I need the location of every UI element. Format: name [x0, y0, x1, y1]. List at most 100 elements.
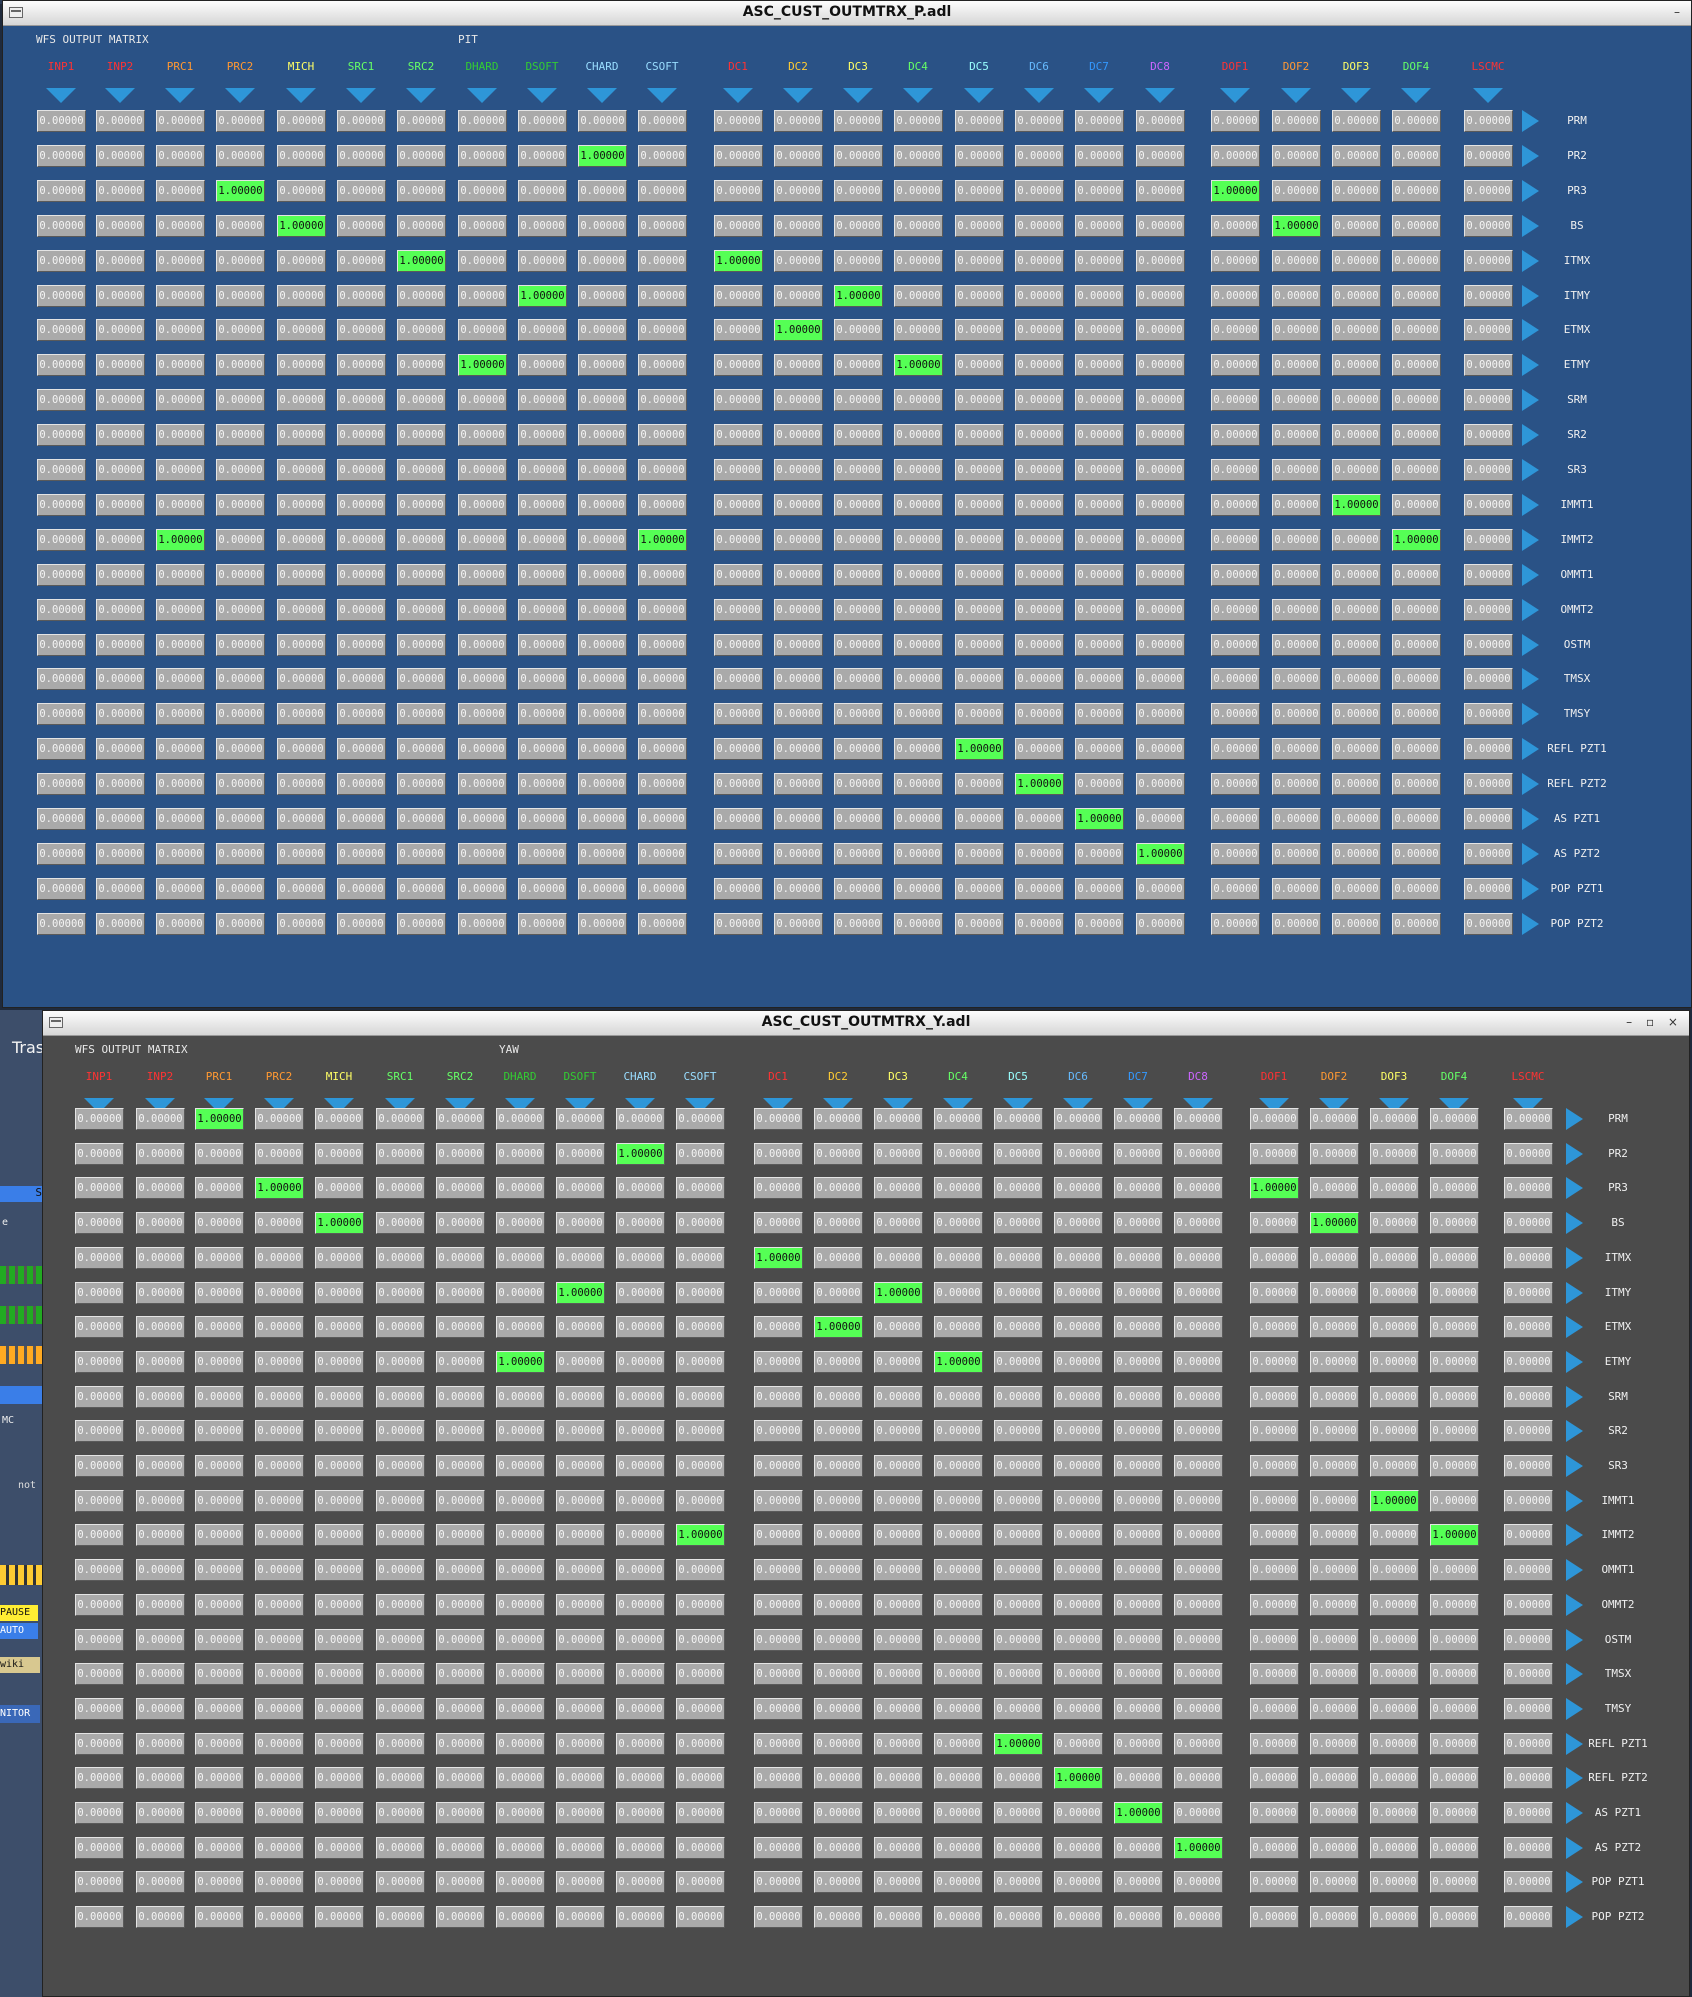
matrix-element-input[interactable]: 0.00000 [337, 773, 386, 796]
row-select-arrow-icon[interactable] [1522, 842, 1539, 865]
row-select-arrow-icon[interactable] [1522, 598, 1539, 621]
matrix-element-input[interactable]: 0.00000 [834, 877, 883, 900]
matrix-element-input[interactable]: 0.00000 [1370, 1246, 1419, 1269]
matrix-element-input[interactable]: 0.00000 [37, 703, 86, 726]
matrix-element-input[interactable]: 0.00000 [1332, 633, 1381, 656]
matrix-element-input[interactable]: 0.00000 [638, 389, 687, 412]
matrix-element-input[interactable]: 0.00000 [1504, 1871, 1553, 1894]
matrix-element-input[interactable]: 0.00000 [1250, 1142, 1299, 1165]
matrix-element-input[interactable]: 0.00000 [337, 354, 386, 377]
matrix-element-input[interactable]: 0.00000 [676, 1802, 725, 1824]
matrix-element-input[interactable]: 0.00000 [1136, 877, 1185, 900]
matrix-element-input[interactable]: 0.00000 [578, 459, 627, 481]
matrix-element-input[interactable]: 0.00000 [376, 1836, 425, 1859]
matrix-element-input[interactable]: 0.00000 [1370, 1524, 1419, 1547]
matrix-element-input[interactable]: 0.00000 [1370, 1871, 1419, 1894]
matrix-element-input[interactable]: 0.00000 [934, 1316, 983, 1339]
matrix-element-input[interactable]: 0.00000 [1430, 1906, 1479, 1929]
matrix-element-input[interactable]: 0.00000 [1015, 877, 1064, 900]
matrix-element-input[interactable]: 0.00000 [1174, 1246, 1223, 1269]
matrix-element-input[interactable]: 0.00000 [337, 668, 386, 691]
matrix-element-input[interactable]: 0.00000 [676, 1663, 725, 1686]
matrix-element-input[interactable]: 0.00000 [1015, 354, 1064, 377]
matrix-element-input[interactable]: 1.00000 [315, 1212, 364, 1235]
matrix-element-input[interactable]: 0.00000 [75, 1455, 124, 1477]
matrix-element-input[interactable]: 0.00000 [556, 1385, 605, 1408]
matrix-element-input[interactable]: 0.00000 [136, 1246, 185, 1269]
matrix-element-input[interactable]: 0.00000 [616, 1316, 665, 1339]
matrix-element-input[interactable]: 0.00000 [1332, 319, 1381, 342]
matrix-element-input[interactable]: 0.00000 [556, 1697, 605, 1720]
matrix-element-input[interactable]: 0.00000 [397, 563, 446, 586]
matrix-element-input[interactable]: 0.00000 [754, 1802, 803, 1824]
matrix-element-input[interactable]: 0.00000 [714, 563, 763, 586]
column-select-arrow-icon[interactable] [647, 88, 677, 103]
window-menu-icon[interactable] [49, 1017, 63, 1028]
matrix-element-input[interactable]: 0.00000 [638, 110, 687, 132]
matrix-element-input[interactable]: 0.00000 [754, 1663, 803, 1686]
matrix-element-input[interactable]: 0.00000 [315, 1836, 364, 1859]
matrix-element-input[interactable]: 0.00000 [955, 528, 1004, 551]
matrix-element-input[interactable]: 0.00000 [337, 110, 386, 132]
matrix-element-input[interactable]: 0.00000 [814, 1524, 863, 1547]
matrix-element-input[interactable]: 0.00000 [1250, 1871, 1299, 1894]
matrix-element-input[interactable]: 0.00000 [216, 842, 265, 865]
matrix-element-input[interactable]: 0.00000 [955, 563, 1004, 586]
matrix-element-input[interactable]: 0.00000 [994, 1212, 1043, 1235]
matrix-element-input[interactable]: 0.00000 [578, 912, 627, 935]
matrix-element-input[interactable]: 0.00000 [156, 249, 205, 272]
matrix-element-input[interactable]: 0.00000 [1250, 1385, 1299, 1408]
matrix-element-input[interactable]: 0.00000 [1272, 842, 1321, 865]
column-select-arrow-icon[interactable] [903, 88, 933, 103]
matrix-element-input[interactable]: 0.00000 [616, 1593, 665, 1616]
matrix-element-input[interactable]: 0.00000 [195, 1593, 244, 1616]
matrix-element-input[interactable]: 0.00000 [874, 1559, 923, 1582]
matrix-element-input[interactable]: 0.00000 [277, 179, 326, 202]
matrix-element-input[interactable]: 0.00000 [1430, 1559, 1479, 1582]
matrix-element-input[interactable]: 0.00000 [1464, 877, 1513, 900]
matrix-element-input[interactable]: 0.00000 [96, 493, 145, 516]
matrix-element-input[interactable]: 0.00000 [616, 1385, 665, 1408]
matrix-element-input[interactable]: 0.00000 [136, 1628, 185, 1651]
matrix-element-input[interactable]: 0.00000 [1114, 1906, 1163, 1929]
matrix-element-input[interactable]: 0.00000 [136, 1836, 185, 1859]
matrix-element-input[interactable]: 0.00000 [96, 842, 145, 865]
matrix-element-input[interactable]: 1.00000 [774, 319, 823, 342]
matrix-element-input[interactable]: 0.00000 [1504, 1385, 1553, 1408]
matrix-element-input[interactable]: 0.00000 [96, 214, 145, 237]
matrix-element-input[interactable]: 1.00000 [1392, 528, 1441, 551]
matrix-element-input[interactable]: 0.00000 [676, 1142, 725, 1165]
matrix-element-input[interactable]: 0.00000 [216, 598, 265, 621]
matrix-element-input[interactable]: 0.00000 [814, 1212, 863, 1235]
matrix-element-input[interactable]: 0.00000 [136, 1212, 185, 1235]
matrix-element-input[interactable]: 0.00000 [96, 877, 145, 900]
matrix-element-input[interactable]: 0.00000 [894, 808, 943, 830]
matrix-element-input[interactable]: 0.00000 [1272, 808, 1321, 830]
matrix-element-input[interactable]: 0.00000 [156, 110, 205, 132]
matrix-element-input[interactable]: 0.00000 [1114, 1281, 1163, 1304]
matrix-element-input[interactable]: 0.00000 [136, 1871, 185, 1894]
matrix-element-input[interactable]: 0.00000 [1136, 284, 1185, 307]
matrix-element-input[interactable]: 1.00000 [1054, 1767, 1103, 1790]
matrix-element-input[interactable]: 0.00000 [255, 1732, 304, 1755]
row-select-arrow-icon[interactable] [1522, 284, 1539, 307]
matrix-element-input[interactable]: 0.00000 [518, 738, 567, 761]
matrix-element-input[interactable]: 0.00000 [75, 1108, 124, 1130]
matrix-element-input[interactable]: 0.00000 [1136, 144, 1185, 167]
matrix-element-input[interactable]: 0.00000 [578, 214, 627, 237]
matrix-element-input[interactable]: 0.00000 [277, 424, 326, 447]
matrix-element-input[interactable]: 0.00000 [834, 563, 883, 586]
matrix-element-input[interactable]: 0.00000 [1430, 1385, 1479, 1408]
matrix-element-input[interactable]: 0.00000 [1136, 110, 1185, 132]
matrix-element-input[interactable]: 0.00000 [1464, 703, 1513, 726]
matrix-element-input[interactable]: 0.00000 [774, 354, 823, 377]
matrix-element-input[interactable]: 0.00000 [376, 1281, 425, 1304]
matrix-element-input[interactable]: 0.00000 [638, 459, 687, 481]
matrix-element-input[interactable]: 0.00000 [814, 1350, 863, 1373]
matrix-element-input[interactable]: 0.00000 [37, 459, 86, 481]
matrix-element-input[interactable]: 0.00000 [1015, 284, 1064, 307]
matrix-element-input[interactable]: 0.00000 [676, 1385, 725, 1408]
matrix-element-input[interactable]: 0.00000 [676, 1489, 725, 1512]
matrix-element-input[interactable]: 0.00000 [315, 1350, 364, 1373]
matrix-element-input[interactable]: 0.00000 [337, 703, 386, 726]
